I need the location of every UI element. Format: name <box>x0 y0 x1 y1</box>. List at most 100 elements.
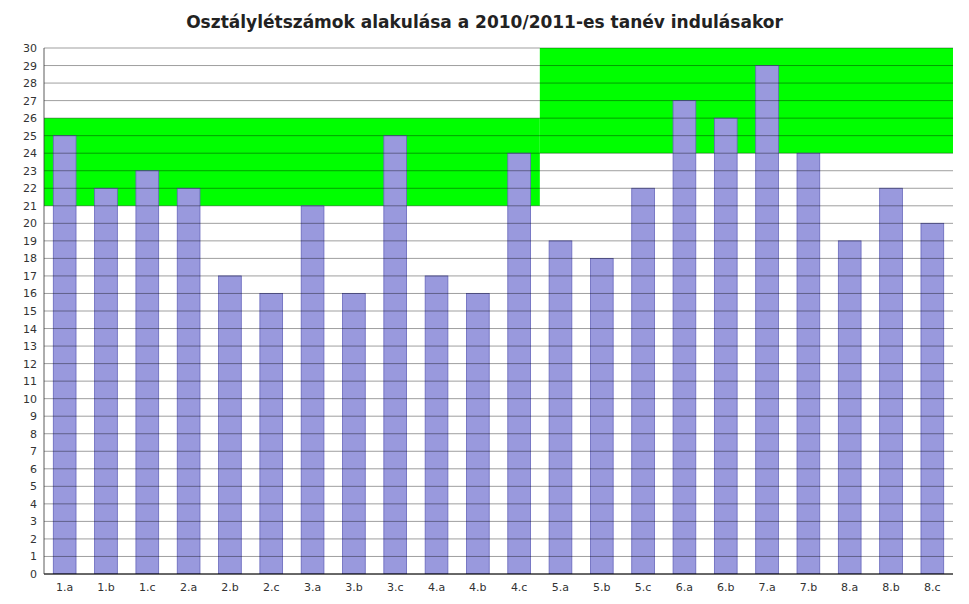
x-tick-label: 8.c <box>924 581 941 594</box>
y-axis: 0123456789101112131415161718192021222324… <box>23 42 37 581</box>
x-tick-label: 3.b <box>345 581 362 594</box>
y-tick-label: 25 <box>23 130 37 143</box>
y-tick-label: 14 <box>23 323 37 336</box>
grid-line <box>44 363 953 364</box>
x-tick-label: 6.a <box>676 581 693 594</box>
x-tick-label: 5.a <box>552 581 569 594</box>
bar <box>549 241 572 574</box>
title: Osztálylétszámok alakulása a 2010/2011-e… <box>186 12 783 32</box>
y-tick-label: 5 <box>30 480 37 493</box>
grid-line <box>44 311 953 312</box>
grid-line <box>44 275 953 276</box>
y-tick-label: 9 <box>30 410 37 423</box>
y-tick-label: 27 <box>23 95 37 108</box>
grid-line <box>44 538 953 539</box>
grid-line <box>44 65 953 66</box>
y-tick-label: 11 <box>23 375 37 388</box>
bar <box>53 136 76 574</box>
y-tick-label: 7 <box>30 445 37 458</box>
y-tick-label: 0 <box>30 568 37 581</box>
x-tick-label: 3.c <box>387 581 404 594</box>
grid-line <box>44 521 953 522</box>
grid-line <box>44 240 953 241</box>
grid-line <box>44 416 953 417</box>
grid-line <box>44 135 953 136</box>
grid-line <box>44 118 953 119</box>
grid-line <box>44 451 953 452</box>
grid-line <box>44 486 953 487</box>
y-tick-label: 8 <box>30 428 37 441</box>
y-tick-label: 15 <box>23 305 37 318</box>
grid-line <box>44 83 953 84</box>
grid <box>44 48 953 574</box>
grid-line <box>44 574 953 575</box>
chart: 0123456789101112131415161718192021222324… <box>0 0 969 604</box>
y-tick-label: 6 <box>30 463 37 476</box>
y-tick-label: 17 <box>23 270 37 283</box>
x-tick-label: 2.c <box>263 581 280 594</box>
bar <box>219 276 242 574</box>
y-tick-label: 29 <box>23 60 37 73</box>
grid-line <box>44 328 953 329</box>
grid-line <box>44 48 953 49</box>
x-tick-label: 5.c <box>635 581 652 594</box>
y-tick-label: 19 <box>23 235 37 248</box>
y-tick-label: 18 <box>23 252 37 265</box>
x-axis-line <box>44 574 953 575</box>
bar <box>425 276 448 574</box>
x-tick-label: 3.a <box>304 581 321 594</box>
x-tick-label: 7.a <box>758 581 775 594</box>
x-tick-label: 1.a <box>56 581 73 594</box>
y-tick-label: 10 <box>23 393 37 406</box>
x-tick-label: 1.b <box>97 581 114 594</box>
y-tick-label: 23 <box>23 165 37 178</box>
plot-area <box>44 48 953 574</box>
y-tick-label: 24 <box>23 147 37 160</box>
grid-line <box>44 398 953 399</box>
x-tick-label: 8.b <box>882 581 899 594</box>
bar <box>838 241 861 574</box>
bar <box>136 171 159 574</box>
x-tick-label: 6.b <box>717 581 734 594</box>
grid-line <box>44 205 953 206</box>
y-tick-label: 13 <box>23 340 37 353</box>
x-tick-label: 4.a <box>428 581 445 594</box>
x-axis: 1.a 1.b 1.c 2.a 2.b 2.c 3.a 3.b 3.c 4.a 4.b 4.c 5.a 5… <box>56 581 941 594</box>
y-tick-label: 2 <box>30 533 37 546</box>
y-tick-label: 12 <box>23 358 37 371</box>
bar <box>673 101 696 574</box>
bar <box>384 136 407 574</box>
x-tick-label: 1.c <box>139 581 156 594</box>
target-band <box>44 118 540 206</box>
grid-line <box>44 293 953 294</box>
grid-line <box>44 468 953 469</box>
grid-line <box>44 381 953 382</box>
y-tick-label: 4 <box>30 498 37 511</box>
y-tick-label: 26 <box>23 112 37 125</box>
x-tick-label: 4.c <box>511 581 528 594</box>
grid-line <box>44 258 953 259</box>
grid-line <box>44 100 953 101</box>
bar <box>756 66 779 574</box>
grid-line <box>44 433 953 434</box>
y-tick-label: 30 <box>23 42 37 55</box>
y-tick-label: 16 <box>23 287 37 300</box>
grid-line <box>44 346 953 347</box>
grid-line <box>44 503 953 504</box>
grid-line <box>44 170 953 171</box>
x-tick-label: 2.a <box>180 581 197 594</box>
x-tick-label: 7.b <box>800 581 817 594</box>
grid-line <box>44 556 953 557</box>
x-tick-label: 4.b <box>469 581 486 594</box>
x-tick-label: 2.b <box>221 581 238 594</box>
x-tick-label: 5.b <box>593 581 610 594</box>
grid-line <box>44 188 953 189</box>
y-tick-label: 1 <box>30 550 37 563</box>
grid-line <box>44 153 953 154</box>
x-tick-label: 8.a <box>841 581 858 594</box>
y-tick-label: 21 <box>23 200 37 213</box>
y-tick-label: 28 <box>23 77 37 90</box>
bar <box>301 206 324 574</box>
y-tick-label: 20 <box>23 217 37 230</box>
grid-line <box>44 223 953 224</box>
